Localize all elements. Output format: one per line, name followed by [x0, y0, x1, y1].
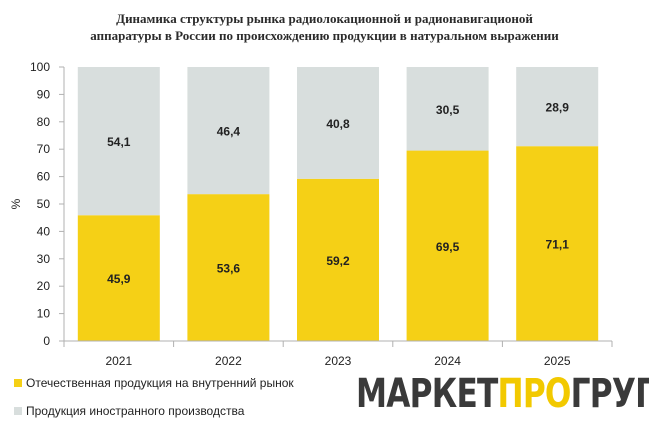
y-tick-label: 60 [37, 170, 51, 184]
chart-title: Динамика структуры рынка радиолокационно… [0, 10, 649, 44]
x-tick-label: 2025 [544, 354, 571, 368]
y-axis-label: % [9, 198, 23, 209]
data-label: 53,6 [217, 262, 241, 276]
data-label: 46,4 [217, 125, 241, 139]
chart-title-line-1: Динамика структуры рынка радиолокационно… [116, 11, 533, 26]
data-label: 59,2 [326, 254, 350, 268]
bar-domestic [406, 150, 489, 341]
data-label: 69,5 [436, 240, 460, 254]
legend-label-foreign: Продукция иностранного производства [26, 404, 245, 418]
y-tick-label: 40 [37, 224, 51, 238]
x-tick-label: 2024 [434, 354, 461, 368]
bar-foreign [187, 67, 270, 195]
legend-swatch-foreign [14, 407, 22, 415]
data-label: 40,8 [326, 117, 350, 131]
bar-domestic [516, 146, 599, 341]
y-tick-label: 100 [30, 60, 50, 74]
x-tick-label: 2021 [105, 354, 132, 368]
bar-domestic [77, 215, 160, 341]
legend-item-domestic: Отечественная продукция на внутренний ры… [14, 376, 294, 390]
data-label: 54,1 [107, 135, 131, 149]
y-tick-label: 0 [43, 334, 50, 348]
bar-foreign [406, 67, 489, 151]
bar-foreign [516, 67, 599, 147]
data-label: 71,1 [546, 238, 570, 252]
y-tick-label: 70 [37, 142, 51, 156]
marketprogroup-logo: МАРКЕТПРОГРУП [356, 371, 649, 417]
y-tick-label: 30 [37, 252, 51, 266]
y-tick-label: 20 [37, 279, 51, 293]
chart-title-line-2: аппаратуры в России по происхождению про… [90, 28, 559, 43]
y-tick-label: 50 [37, 197, 51, 211]
bar-domestic [187, 194, 270, 341]
data-label: 28,9 [546, 101, 570, 115]
stacked-bar-chart: % 0 10 20 30 40 50 60 70 80 90 100 45,9 54,1 2021 53,6 4… [9, 60, 613, 368]
data-label: 45,9 [107, 272, 131, 286]
legend-swatch-domestic [14, 379, 22, 387]
x-tick-label: 2022 [215, 354, 242, 368]
bar-domestic [297, 178, 379, 341]
x-tick-label: 2023 [325, 354, 352, 368]
y-tick-label: 80 [37, 115, 51, 129]
y-tick-label: 90 [37, 87, 51, 101]
data-label: 30,5 [436, 103, 460, 117]
bar-foreign [297, 67, 379, 179]
bar-foreign [77, 67, 160, 216]
y-tick-label: 10 [37, 307, 51, 321]
legend-label-domestic: Отечественная продукция на внутренний ры… [26, 376, 294, 390]
legend-item-foreign: Продукция иностранного производства [14, 404, 244, 418]
